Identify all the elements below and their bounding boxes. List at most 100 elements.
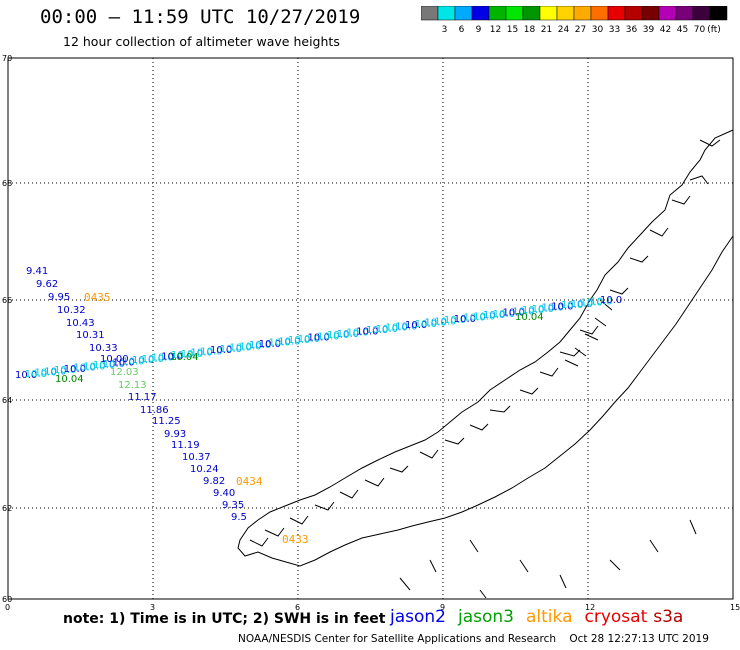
- jason2-value: 9.62: [36, 279, 58, 290]
- track-value: 10.0: [551, 301, 573, 312]
- colorbar-label: 12: [490, 25, 501, 34]
- colorbar-label: 6: [459, 25, 465, 34]
- track-value: 10.0: [581, 298, 603, 309]
- colorbar-label: 70: [694, 25, 706, 34]
- axis-labels: 70 68 66 64 62 600 3 6 9 12 15: [2, 54, 740, 612]
- track-value: 10.0: [600, 295, 622, 306]
- track-value: 10.0: [308, 333, 330, 344]
- lon-tick-label: 6: [295, 603, 300, 612]
- track-value: 10.0: [386, 323, 408, 334]
- jason2-value: 11.25: [152, 416, 181, 427]
- track-value: 10.0: [425, 318, 447, 329]
- track-value: 10.0: [473, 311, 495, 322]
- track-value: 10.0: [532, 304, 554, 315]
- lon-tick-label: 12: [585, 603, 595, 612]
- colorbar-label: 24: [558, 25, 570, 34]
- colorbar-label: 18: [524, 25, 536, 34]
- colorbar-swatch: [709, 6, 728, 21]
- lat-tick-label: 60: [2, 595, 12, 604]
- colorbar-label: 27: [575, 25, 586, 34]
- lon-tick-label: 15: [730, 603, 740, 612]
- track-value: 10.0: [191, 348, 213, 359]
- track-value: 10.0: [171, 350, 193, 361]
- legend-cryosat: cryosat: [584, 607, 648, 627]
- jason2-value: 10.31: [76, 330, 105, 341]
- page-title: 00:00 – 11:59 UTC 10/27/2019: [40, 6, 361, 28]
- track-value: 10.0: [44, 366, 66, 377]
- colorbar-label: 45: [677, 25, 688, 34]
- track-value: 10.0: [35, 368, 57, 379]
- track-value: 10.0: [122, 356, 144, 367]
- track-value: 10.0: [356, 326, 378, 337]
- lon-tick-label: 9: [440, 603, 445, 612]
- colorbar-label: 33: [609, 25, 620, 34]
- map-grid: [8, 58, 733, 599]
- jason2-value: 9.40: [213, 488, 235, 499]
- track-value: 10.0: [230, 343, 252, 354]
- track-value: 10.0: [25, 369, 47, 380]
- track-value: 10.0: [161, 351, 183, 362]
- jason2-value: 11.19: [171, 440, 200, 451]
- track-value: 10.0: [317, 331, 339, 342]
- jason2-value: 10.32: [57, 305, 86, 316]
- track-value: 10.0: [483, 310, 505, 321]
- track-value: 10.0: [415, 319, 437, 330]
- lat-tick-label: 70: [2, 54, 12, 63]
- map-frame: [7, 57, 734, 600]
- jason2-value: 9.95: [48, 292, 70, 303]
- jason2-value: 9.93: [164, 429, 186, 440]
- track-value: 10.0: [152, 353, 174, 364]
- track-value: 10.0: [444, 315, 466, 326]
- track-value: 10.0: [493, 309, 515, 320]
- colorbar-label: 3: [442, 25, 448, 34]
- track-value: 10.0: [288, 335, 310, 346]
- track-value: 10.0: [571, 299, 593, 310]
- track-value: 10.0: [259, 339, 281, 350]
- satellite-track: 10.010.010.010.010.010.010.010.010.010.0…: [15, 295, 622, 385]
- track-value: 10.0: [376, 324, 398, 335]
- track-value: 10.0: [278, 336, 300, 347]
- track-value: 10.0: [347, 328, 369, 339]
- legend-jason2: jason2: [390, 607, 446, 627]
- track-value: 10.0: [298, 334, 320, 345]
- track-value: 10.0: [83, 361, 105, 372]
- jason2-value: 9.82: [203, 476, 225, 487]
- track-value: 10.0: [337, 329, 359, 340]
- legend-s3a: s3a: [653, 607, 684, 627]
- track-value: 10.0: [366, 325, 388, 336]
- wave-height-colorbar: 3 6 9 12 15 18 21 24 27 30 33 36 39 42 45 70 (ft): [421, 6, 728, 34]
- colorbar-label: 15: [507, 25, 518, 34]
- page-subtitle: 12 hour collection of altimeter wave hei…: [63, 34, 340, 49]
- lon-tick-label: 3: [150, 603, 155, 612]
- track-value: 10.0: [74, 363, 96, 374]
- track-value: 10.0: [93, 360, 115, 371]
- colorbar-label: 39: [643, 25, 655, 34]
- jason2-value: 9.41: [26, 266, 48, 277]
- track-value: 10.0: [327, 330, 349, 341]
- colorbar-label: 9: [476, 25, 482, 34]
- jason2-value: 9.5: [231, 512, 247, 523]
- track-value: 10.0: [15, 370, 37, 381]
- track-value: 10.0: [503, 308, 525, 319]
- track-value: 10.0: [54, 365, 76, 376]
- track-value: 10.0: [405, 320, 427, 331]
- satellite-legend: jason2 jason3 altika cryosat s3a: [390, 607, 695, 627]
- footer-credit: NOAA/NESDIS Center for Satellite Applica…: [238, 633, 709, 645]
- track-value: 10.0: [142, 354, 164, 365]
- time-labels: 0435 0434 0433: [84, 291, 309, 546]
- track-value: 10.0: [64, 364, 86, 375]
- jason2-value: 10.00: [100, 354, 129, 365]
- track-value: 10.0: [181, 349, 203, 360]
- track-value: 10.0: [590, 296, 612, 307]
- footer-note: note: 1) Time is in UTC; 2) SWH is in fe…: [63, 611, 386, 627]
- track-value: 10.0: [522, 305, 544, 316]
- track-value: 10.0: [464, 313, 486, 324]
- track-value: 10.0: [434, 316, 456, 327]
- track-value: 10.0: [249, 340, 271, 351]
- track-value: 10.0: [542, 303, 564, 314]
- track-value-jason3: 10.04: [55, 374, 84, 385]
- track-value: 10.0: [395, 321, 417, 332]
- track-value: 10.0: [454, 314, 476, 325]
